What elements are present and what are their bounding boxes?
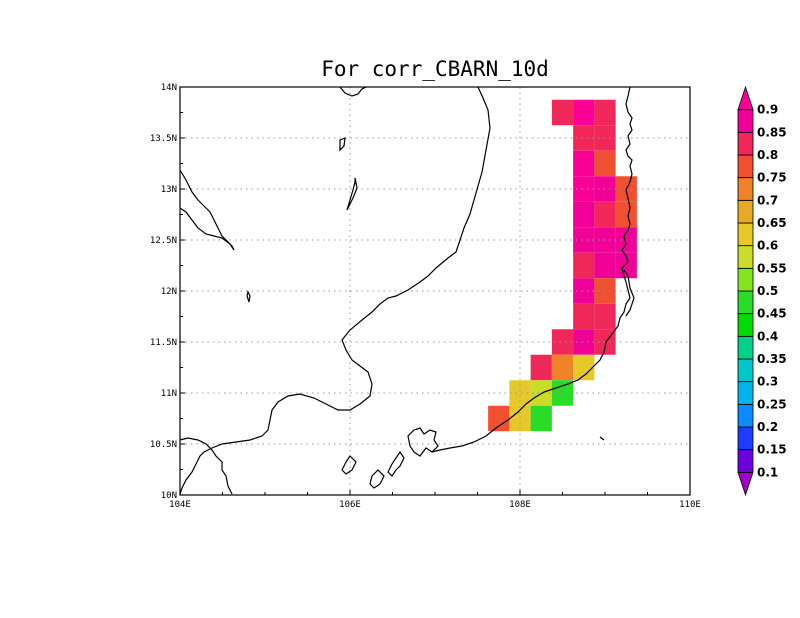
heatmap-cell — [573, 329, 595, 355]
x-tick-label: 106E — [339, 500, 361, 510]
heatmap-cell — [594, 201, 616, 228]
heatmap-cell — [573, 201, 595, 228]
colorbar-label: 0.75 — [757, 171, 787, 185]
colorbar-label: 0.6 — [757, 239, 778, 253]
heatmap-cell — [573, 99, 595, 126]
colorbar-swatch — [737, 177, 754, 201]
x-axis-ticks: 104E 106E 108E 110E — [169, 490, 701, 510]
heatmap-cell — [530, 354, 552, 381]
colorbar-swatch — [737, 335, 754, 360]
heatmap-cell — [615, 252, 637, 279]
colorbar-swatch — [737, 131, 754, 156]
heatmap-cell — [573, 150, 595, 177]
x-tick-label: 104E — [169, 500, 191, 510]
colorbar-swatch — [737, 267, 754, 292]
y-tick-label: 14N — [161, 83, 177, 93]
coastline — [179, 86, 635, 495]
colorbar-label: 0.9 — [757, 103, 778, 117]
heatmap-cell — [594, 252, 616, 279]
grid-lines — [180, 87, 690, 495]
colorbar-label: 0.55 — [757, 261, 787, 275]
colorbar: 0.1 0.15 0.2 0.25 0.3 0.35 0.4 0.45 0.5 0.55 0.6 0.… — [737, 85, 787, 497]
x-tick-label: 110E — [679, 500, 701, 510]
colorbar-label: 0.3 — [757, 375, 778, 389]
colorbar-swatch — [737, 313, 754, 337]
heatmap-cell — [594, 303, 616, 330]
colorbar-label: 0.25 — [757, 397, 787, 411]
heatmap-cell — [573, 303, 595, 330]
plot-panel: 104E 106E 108E 110E 10N 10.5N 11N 11.5N 12N 12.5… — [150, 83, 701, 510]
heatmap-cell — [551, 329, 574, 355]
colorbar-swatch — [737, 290, 754, 315]
y-tick-label: 12.5N — [150, 236, 177, 246]
y-tick-label: 13.5N — [150, 134, 177, 144]
y-tick-label: 11.5N — [150, 338, 177, 348]
heatmap-cell — [551, 380, 574, 406]
y-tick-label: 10N — [161, 491, 177, 501]
heatmap-cell — [573, 125, 595, 151]
colorbar-swatch — [737, 426, 754, 451]
heatmap-cell — [573, 252, 595, 279]
colorbar-label: 0.35 — [757, 352, 787, 366]
heatmap-cell — [551, 99, 574, 126]
heatmap-cell — [488, 405, 510, 432]
colorbar-swatch — [737, 245, 754, 269]
colorbar-label: 0.4 — [757, 329, 778, 343]
colorbar-label: 0.8 — [757, 148, 778, 162]
colorbar-label: 0.85 — [757, 125, 787, 139]
heatmap-cell — [530, 405, 552, 432]
colorbar-label: 0.1 — [757, 465, 778, 479]
colorbar-swatch — [737, 154, 754, 179]
colorbar-label: 0.7 — [757, 193, 778, 207]
colorbar-label: 0.15 — [757, 443, 787, 457]
heatmap-cell — [551, 354, 574, 381]
y-tick-label: 13N — [161, 185, 177, 195]
colorbar-label: 0.45 — [757, 307, 787, 321]
heatmap-cell — [573, 227, 595, 253]
heatmap-cell — [594, 150, 616, 177]
colorbar-label: 0.2 — [757, 420, 778, 434]
y-tick-label: 12N — [161, 287, 177, 297]
colorbar-swatch — [737, 109, 754, 133]
heatmap-cell — [615, 201, 637, 228]
heatmap-cell — [573, 176, 595, 202]
y-axis-ticks: 10N 10.5N 11N 11.5N 12N 12.5N 13N 13.5N 14N — [150, 83, 185, 501]
y-tick-label: 11N — [161, 389, 177, 399]
colorbar-swatch — [737, 381, 754, 405]
colorbar-label: 0.65 — [757, 216, 787, 230]
y-tick-label: 10.5N — [150, 440, 177, 450]
colorbar-upper-triangle — [737, 85, 754, 111]
colorbar-swatch — [737, 449, 754, 473]
heatmap-cell — [509, 380, 531, 406]
colorbar-swatch — [737, 358, 754, 383]
heatmap-cell — [573, 354, 595, 381]
colorbar-lower-triangle — [737, 471, 754, 497]
colorbar-label: 0.5 — [757, 284, 778, 298]
colorbar-swatch — [737, 222, 754, 247]
plot-title: For corr_CBARN_10d — [321, 57, 549, 81]
heatmap-cell — [573, 278, 595, 304]
heatmap-cell — [594, 99, 616, 126]
colorbar-swatch — [737, 199, 754, 224]
heatmap-cells — [488, 99, 637, 432]
x-tick-label: 108E — [509, 500, 531, 510]
colorbar-swatch — [737, 403, 754, 428]
